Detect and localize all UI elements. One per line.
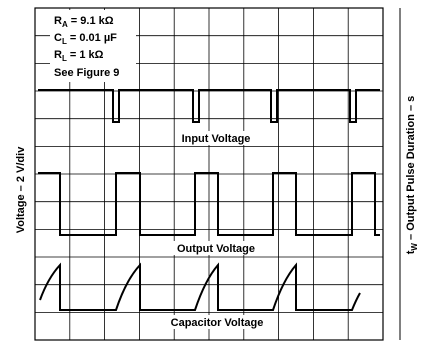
capacitor-waveform	[39, 262, 361, 311]
condition: RL = 1 kΩ	[54, 49, 104, 63]
grid	[35, 8, 383, 340]
input-waveform	[38, 89, 380, 123]
condition: RA = 9.1 kΩ	[54, 15, 114, 29]
right-label: tW – Output Pulse Duration – s	[405, 96, 419, 255]
capacitor-label: Capacitor Voltage	[171, 317, 264, 329]
label-bg	[162, 315, 272, 329]
see-figure: See Figure 9	[54, 67, 119, 79]
condition: CL = 0.01 µF	[54, 32, 117, 46]
label-bg	[170, 241, 262, 255]
y-axis-label: Voltage – 2 V/div	[15, 146, 27, 233]
plot-frame	[34, 7, 384, 341]
label-bg	[175, 131, 257, 145]
conditions-box	[50, 10, 136, 82]
output-waveform	[38, 172, 380, 236]
input-label: Input Voltage	[182, 133, 251, 145]
output-label: Output Voltage	[177, 243, 255, 255]
